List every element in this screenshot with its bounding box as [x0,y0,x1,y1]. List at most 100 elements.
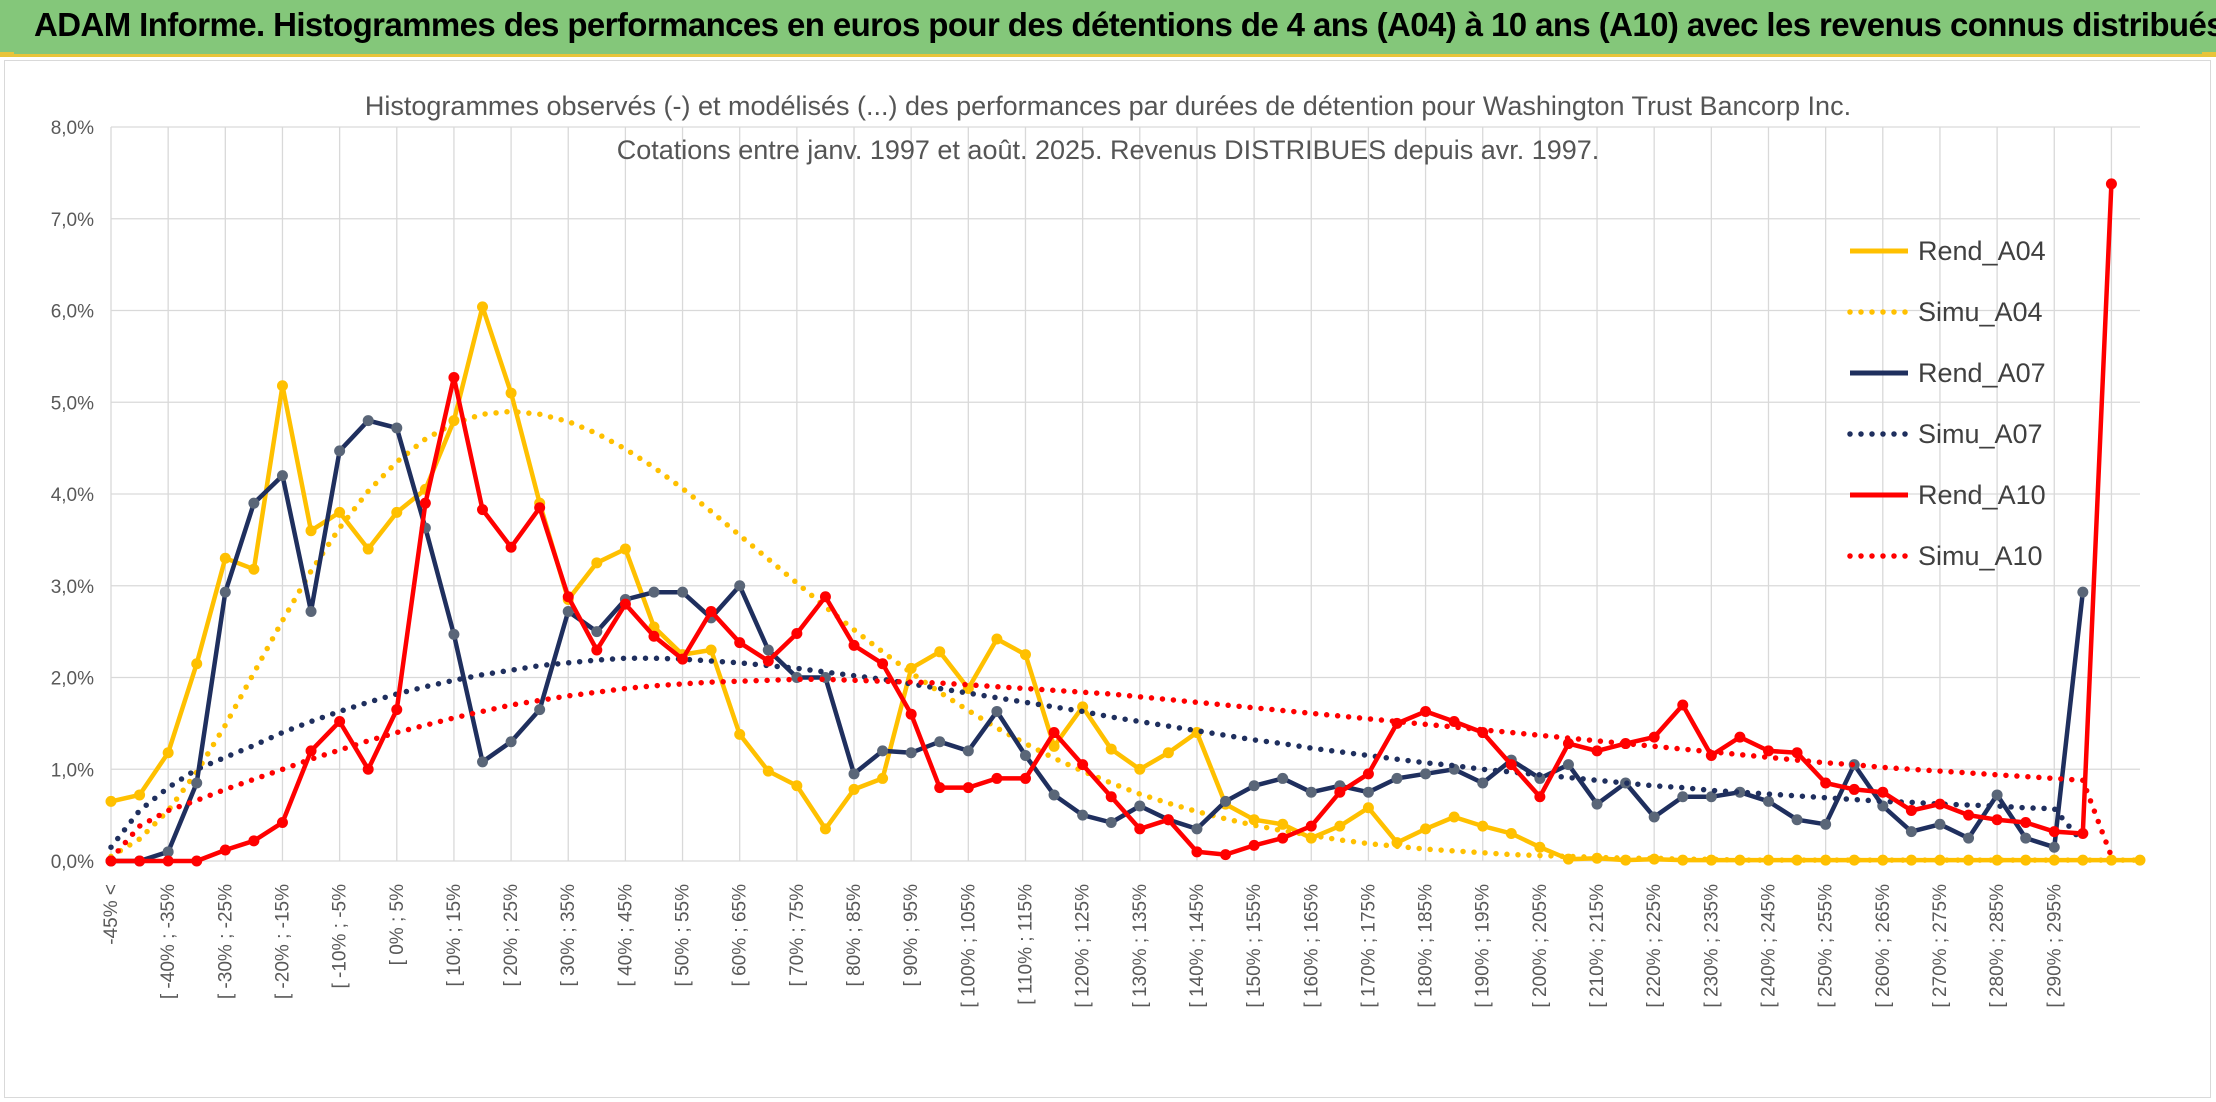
series-Simu_A07 [108,655,2086,850]
series-line [111,183,2114,864]
data-point [1420,768,1432,780]
data-point [2077,854,2089,866]
legend-item: Rend_A07 [1850,358,2046,388]
x-tick-label: [ 230% ; 235% [1701,884,1722,1008]
data-point [791,780,803,792]
data-point [1677,699,1689,711]
data-point [219,586,231,598]
data-point [334,445,346,457]
legend-label: Rend_A04 [1918,236,2046,266]
legend-item: Rend_A04 [1850,236,2046,266]
data-point [505,541,517,553]
data-point [1791,854,1803,866]
x-tick-label: [ 0% ; 5% [387,884,408,965]
data-point [877,745,889,757]
x-tick-label: [ 40% ; 45% [615,884,636,987]
series-Rend_A07 [105,415,2089,867]
series-group [105,178,2146,867]
x-tick-label: [ 10% ; 15% [444,884,465,987]
data-point [1848,783,1860,795]
legend: Rend_A04 Simu_A04 Rend_A07 Simu_A07 Rend_A10… [1847,236,2046,571]
data-point [334,716,346,728]
data-point [962,782,974,794]
data-point [1105,743,1117,755]
data-point [1191,846,1203,858]
data-point [191,658,203,670]
data-point [534,704,546,716]
data-point [1934,798,1946,810]
data-point [877,772,889,784]
x-tick-label: [ -20% ; -15% [272,884,293,999]
data-point [848,783,860,795]
data-point [877,658,889,670]
y-tick-label: 5,0% [51,393,94,414]
legend-label: Simu_A07 [1918,419,2043,449]
data-point [562,591,574,603]
x-tick-label: [ 190% ; 195% [1473,884,1494,1008]
data-point [1791,747,1803,759]
chart-subtitle: Cotations entre janv. 1997 et août. 2025… [617,135,1600,165]
data-point [1905,826,1917,838]
data-point [505,387,517,399]
y-tick-label: 1,0% [51,760,94,781]
data-point [819,591,831,603]
x-tick-label: [ 90% ; 95% [901,884,922,987]
series-Rend_A04 [105,301,2146,866]
x-tick-label: [ 270% ; 275% [1930,884,1951,1008]
data-point [162,846,174,858]
x-tick-label: [ 50% ; 55% [673,884,694,987]
data-point [1448,716,1460,728]
series-line [111,418,2086,864]
data-point [276,816,288,828]
data-point [1705,791,1717,803]
corner-accent-right [2202,52,2216,57]
data-point [1905,805,1917,817]
data-point [962,745,974,757]
data-point [1391,772,1403,784]
data-point [648,630,660,642]
y-tick-label: 2,0% [51,669,94,690]
x-tick-label: [ 250% ; 255% [1816,884,1837,1008]
data-point [276,380,288,392]
data-point [1820,777,1832,789]
y-tick-label: 3,0% [51,577,94,598]
data-point [105,795,117,807]
data-point [1448,811,1460,823]
data-point [562,605,574,617]
data-point [219,844,231,856]
x-tick-label: -45% < [101,884,122,945]
data-point [248,563,260,575]
x-tick-label: [ 110% ; 115% [1015,884,1036,1005]
data-point [1077,759,1089,771]
data-point [1019,649,1031,661]
data-point [505,736,517,748]
data-point [419,497,431,509]
data-point [1420,823,1432,835]
data-point [448,371,460,383]
data-point [362,415,374,427]
data-point [591,644,603,656]
data-point [134,855,146,867]
data-point [734,580,746,592]
data-point [362,763,374,775]
data-point [362,543,374,555]
x-tick-label: [ 60% ; 65% [730,884,751,987]
data-point [1991,789,2003,801]
data-point [705,644,717,656]
x-tick-label: [ 290% ; 295% [2044,884,2065,1008]
data-point [1963,809,1975,821]
data-point [934,736,946,748]
data-point [1963,832,1975,844]
data-point [991,633,1003,645]
data-point [934,782,946,794]
series-Simu_A04 [108,408,2143,863]
data-point [791,627,803,639]
data-point [2105,178,2117,190]
data-point [677,586,689,598]
data-point [1877,786,1889,798]
y-tick-label: 8,0% [51,118,94,139]
data-point [2048,826,2060,838]
data-point [219,552,231,564]
data-point [762,655,774,667]
